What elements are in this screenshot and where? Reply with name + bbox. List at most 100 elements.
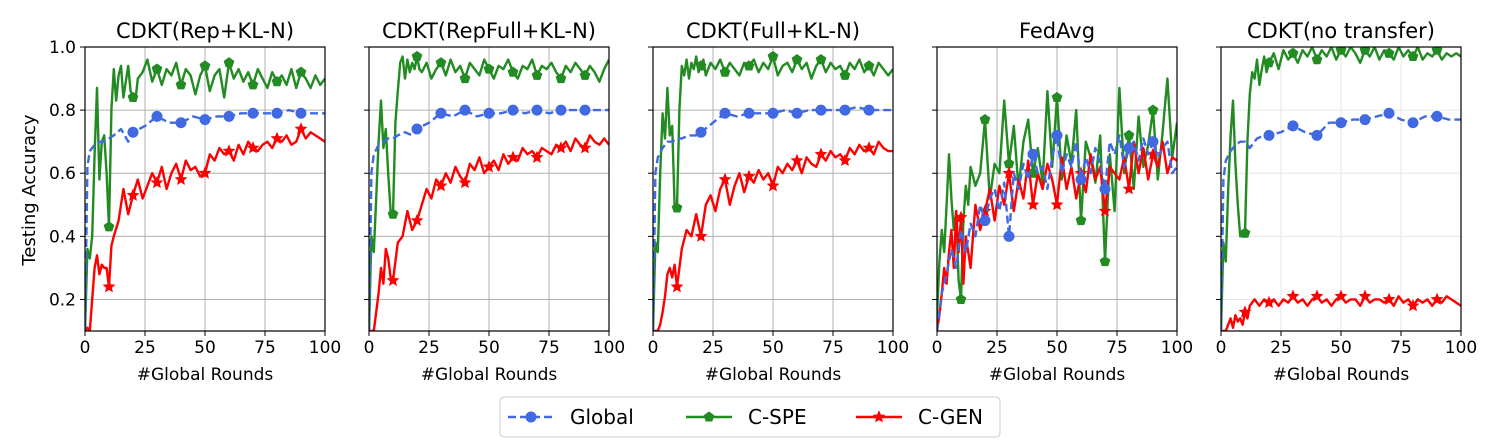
point-c-spe [1311, 53, 1323, 65]
x-tick-label: 25 [134, 338, 156, 358]
point-global [223, 110, 235, 122]
legend-marker [525, 411, 537, 423]
point-c-spe [387, 208, 399, 219]
x-axis-label: #Global Rounds [989, 365, 1126, 385]
legend-entry-global: Global [508, 405, 634, 429]
x-tick-label: 100 [1161, 338, 1193, 358]
point-c-gen [1002, 166, 1016, 179]
point-c-gen [1334, 289, 1348, 302]
legend-label: C-GEN [918, 405, 983, 429]
point-c-gen [1286, 289, 1300, 302]
x-tick-label: 75 [538, 338, 560, 358]
series-line-c-gen [937, 140, 1177, 331]
series-line-global [85, 108, 325, 331]
subplot-title: CDKT(Rep+KL-N) [116, 19, 294, 43]
point-c-gen [1050, 198, 1064, 211]
point-c-gen [386, 273, 400, 287]
point-global [863, 104, 875, 116]
subplot-2: 0 25 50 75 100 CDKT(RepFull+KL-N) #Global Roun… [364, 19, 626, 385]
point-c-gen [718, 172, 732, 186]
x-tick-label: 50 [762, 338, 784, 358]
point-c-spe [1263, 57, 1275, 68]
point-c-spe [507, 66, 519, 77]
point-global [1311, 129, 1323, 141]
point-global [743, 107, 755, 119]
point-global [507, 104, 519, 116]
point-c-gen [482, 160, 496, 173]
subplot-1: 0 25 50 75 100 0.2 0.4 0.6 0.8 1.0 CDKT(Rep+KL-N) #… [49, 19, 341, 385]
x-tick-label: 75 [254, 338, 276, 358]
point-global [1383, 107, 1395, 119]
x-tick-label: 25 [702, 338, 724, 358]
point-c-gen [410, 213, 424, 227]
point-c-gen [838, 153, 852, 167]
y-tick-label: 0.2 [49, 290, 76, 310]
point-global [791, 107, 803, 119]
subplot-3: 0 25 50 75 100 CDKT(Full+KL-N) #Global Rounds [648, 19, 910, 385]
point-c-spe [863, 60, 875, 71]
point-global [1003, 230, 1015, 242]
point-c-gen [150, 175, 164, 189]
point-global [1123, 142, 1135, 154]
point-c-spe [671, 202, 683, 213]
axes-frame [368, 46, 610, 332]
subplot-4: 0 25 50 75 100 FedAvg #Global Rounds [932, 19, 1194, 385]
point-c-spe [1147, 104, 1159, 115]
point-global [979, 215, 991, 227]
point-c-spe [411, 50, 423, 61]
point-c-gen [434, 179, 448, 192]
legend-label: Global [570, 405, 634, 429]
point-global [1335, 117, 1347, 129]
point-global [295, 107, 307, 119]
point-c-spe [271, 76, 283, 87]
x-tick-label: 0 [80, 338, 91, 358]
series-group [653, 50, 893, 331]
point-c-spe [767, 50, 779, 61]
point-c-spe [151, 63, 163, 74]
point-global [411, 123, 423, 135]
point-c-spe [175, 79, 187, 90]
point-c-spe [719, 66, 731, 77]
point-global [555, 104, 567, 116]
point-c-spe [1431, 47, 1443, 55]
point-global [1359, 114, 1371, 126]
point-c-gen [694, 229, 708, 242]
point-global [531, 104, 543, 116]
point-global [1099, 183, 1111, 195]
point-c-gen [554, 141, 568, 154]
point-c-gen [1430, 292, 1444, 305]
point-c-gen [1026, 198, 1040, 211]
x-tick-label: 100 [1445, 338, 1477, 358]
point-c-gen [814, 147, 828, 160]
y-tick-label: 1.0 [49, 38, 76, 58]
x-axis-label: #Global Rounds [1273, 365, 1410, 385]
point-c-spe [791, 53, 803, 65]
point-c-gen [790, 153, 804, 167]
x-tick-label: 0 [648, 338, 659, 358]
x-axis-label: #Global Rounds [421, 365, 558, 385]
axes-frame [652, 46, 894, 332]
point-c-gen [198, 166, 212, 179]
point-c-spe [295, 66, 307, 77]
series-line-global [937, 134, 1177, 331]
point-c-spe [103, 221, 115, 232]
point-global [1431, 110, 1443, 122]
series-group [1221, 47, 1461, 331]
legend-marker [703, 411, 715, 422]
point-c-spe [435, 57, 447, 68]
point-c-spe [1239, 227, 1251, 238]
point-c-gen [1310, 289, 1324, 302]
y-tick-label: 0.4 [49, 227, 76, 247]
x-tick-label: 100 [877, 338, 909, 358]
series-group [937, 77, 1177, 331]
point-global [1287, 120, 1299, 132]
point-c-gen [458, 175, 472, 189]
point-global [459, 104, 471, 116]
point-c-spe [839, 69, 851, 80]
point-global [815, 104, 827, 116]
series-group [369, 50, 609, 331]
point-global [271, 107, 283, 119]
point-c-gen [766, 179, 780, 192]
point-c-spe [127, 91, 139, 102]
subplot-title: CDKT(Full+KL-N) [686, 19, 860, 43]
